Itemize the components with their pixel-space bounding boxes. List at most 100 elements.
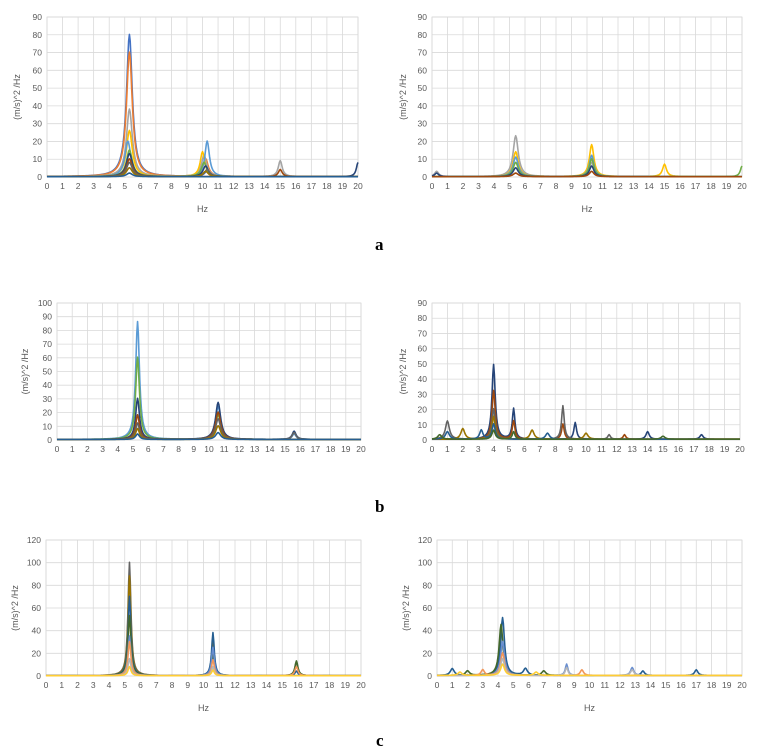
x-axis-label: Hz (198, 703, 209, 713)
y-tick-label: 40 (43, 380, 53, 390)
x-tick-label: 16 (676, 680, 686, 690)
x-tick-label: 8 (554, 181, 559, 191)
x-tick-label: 1 (70, 444, 75, 454)
x-tick-label: 2 (85, 444, 90, 454)
y-tick-label: 50 (33, 83, 43, 93)
x-tick-label: 12 (615, 680, 625, 690)
x-tick-label: 1 (445, 444, 450, 454)
x-tick-label: 12 (230, 680, 240, 690)
y-tick-label: 20 (423, 648, 433, 658)
x-tick-label: 4 (115, 444, 120, 454)
x-tick-label: 9 (185, 680, 190, 690)
x-tick-label: 14 (643, 444, 653, 454)
x-tick-label: 11 (215, 680, 224, 690)
y-tick-label: 60 (33, 65, 43, 75)
y-tick-label: 100 (38, 298, 52, 308)
x-tick-label: 3 (100, 444, 105, 454)
x-tick-label: 15 (276, 181, 286, 191)
x-tick-label: 1 (59, 680, 64, 690)
y-tick-label: 100 (418, 558, 432, 568)
x-tick-label: 16 (293, 680, 303, 690)
x-tick-label: 11 (600, 680, 609, 690)
x-tick-label: 11 (598, 181, 607, 191)
x-tick-label: 6 (146, 444, 151, 454)
y-tick-label: 30 (43, 394, 53, 404)
y-tick-label: 0 (427, 671, 432, 681)
x-tick-label: 8 (169, 181, 174, 191)
x-tick-label: 18 (704, 444, 714, 454)
x-tick-label: 19 (722, 680, 732, 690)
y-axis-label: (m/s)^2 /Hz (10, 585, 20, 631)
y-tick-label: 0 (36, 671, 41, 681)
x-tick-label: 13 (244, 181, 254, 191)
chart-b-left: 0 1 2 3 4 5 6 7 8 9 10 11 12 13 14 15 16 17 18 19 2001020304… (20, 298, 366, 454)
series-line (431, 429, 741, 441)
x-tick-label: 14 (646, 680, 656, 690)
x-tick-label: 12 (613, 181, 623, 191)
x-tick-label: 1 (60, 181, 65, 191)
y-tick-label: 0 (422, 435, 427, 445)
x-tick-label: 0 (430, 444, 435, 454)
x-tick-label: 11 (214, 181, 223, 191)
y-tick-label: 80 (418, 313, 428, 323)
x-tick-label: 12 (235, 444, 245, 454)
chart-a-left: 0 1 2 3 4 5 6 7 8 9 10 11 12 13 14 15 16 17 18 19 2001020304… (12, 12, 363, 214)
x-tick-label: 4 (496, 680, 501, 690)
x-tick-label: 17 (692, 680, 702, 690)
x-tick-label: 15 (280, 444, 290, 454)
x-tick-label: 7 (161, 444, 166, 454)
x-tick-label: 6 (522, 444, 527, 454)
y-tick-label: 80 (33, 30, 43, 40)
chart-b-right: 0 1 2 3 4 5 6 7 8 9 10 11 12 13 14 15 16 17 18 19 2001020304… (398, 298, 745, 454)
y-tick-label: 70 (43, 339, 53, 349)
x-tick-label: 15 (661, 680, 671, 690)
y-tick-label: 50 (418, 359, 428, 369)
x-tick-label: 0 (45, 181, 50, 191)
x-tick-label: 9 (185, 181, 190, 191)
y-tick-label: 70 (33, 48, 43, 58)
y-tick-label: 90 (33, 12, 43, 22)
x-tick-label: 18 (322, 181, 332, 191)
x-tick-label: 10 (585, 680, 595, 690)
x-tick-label: 14 (644, 181, 654, 191)
x-tick-label: 5 (507, 181, 512, 191)
x-tick-label: 0 (435, 680, 440, 690)
x-tick-label: 14 (262, 680, 272, 690)
x-tick-label: 10 (581, 444, 591, 454)
x-tick-label: 19 (338, 181, 348, 191)
y-tick-label: 30 (418, 119, 428, 129)
x-tick-label: 3 (480, 680, 485, 690)
y-tick-label: 90 (418, 298, 428, 308)
x-tick-label: 7 (538, 181, 543, 191)
y-tick-label: 10 (33, 154, 43, 164)
x-tick-label: 20 (356, 444, 366, 454)
x-tick-label: 15 (660, 181, 670, 191)
y-tick-label: 20 (33, 136, 43, 146)
y-axis-label: (m/s)^2 /Hz (398, 348, 408, 394)
x-tick-label: 4 (107, 680, 112, 690)
series-line (46, 172, 359, 178)
x-tick-label: 9 (191, 444, 196, 454)
y-tick-label: 60 (418, 65, 428, 75)
panel-label-c: c (376, 731, 384, 750)
y-axis-label: (m/s)^2 /Hz (401, 585, 411, 631)
x-tick-label: 7 (537, 444, 542, 454)
y-tick-label: 120 (27, 535, 41, 545)
x-tick-label: 12 (612, 444, 622, 454)
y-axis-label: (m/s)^2 /Hz (12, 74, 22, 120)
x-tick-label: 18 (325, 680, 335, 690)
x-tick-label: 18 (326, 444, 336, 454)
x-tick-label: 15 (278, 680, 288, 690)
x-tick-label: 5 (122, 680, 127, 690)
x-tick-label: 11 (220, 444, 229, 454)
y-tick-label: 40 (423, 626, 433, 636)
y-tick-label: 50 (43, 367, 53, 377)
x-tick-label: 17 (311, 444, 321, 454)
x-tick-label: 5 (131, 444, 136, 454)
x-tick-label: 17 (689, 444, 699, 454)
chart-c-right: 0 1 2 3 4 5 6 7 8 9 10 11 12 13 14 15 16 17 18 19 2002040608… (401, 535, 747, 713)
chart-c-left: 0 1 2 3 4 5 6 7 8 9 10 11 12 13 14 15 16 17 18 19 2002040608… (10, 535, 366, 713)
x-tick-label: 17 (309, 680, 319, 690)
x-tick-label: 5 (122, 181, 127, 191)
